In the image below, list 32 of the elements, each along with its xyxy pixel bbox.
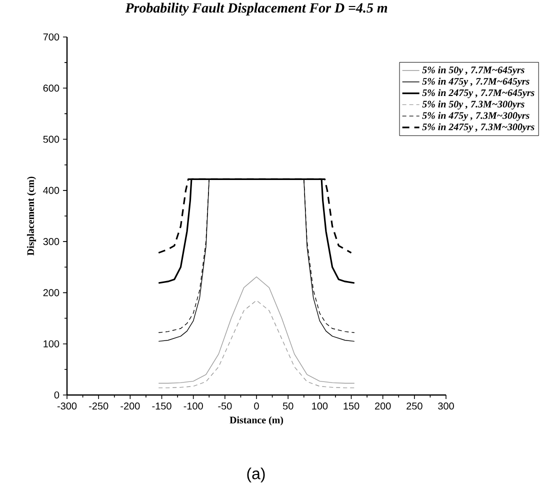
y-tick-label: 400 xyxy=(43,186,60,194)
legend-label: 5% in 475y , 7.3M~300yrs xyxy=(422,112,530,121)
x-tick-label: -300 xyxy=(57,402,77,410)
y-tick-label: 100 xyxy=(44,340,60,348)
legend-label: 5% in 50y , 7.7M~645yrs xyxy=(422,66,524,76)
y-tick-label: 0 xyxy=(54,391,60,399)
legend-label: 5% in 475y , 7.7M~645yrs xyxy=(422,78,530,87)
x-tick-label: -100 xyxy=(184,402,203,410)
y-tick-label: 200 xyxy=(43,289,60,296)
x-tick-label: 150 xyxy=(344,402,360,410)
x-axis-title: Distance (m) xyxy=(230,416,284,426)
x-tick-label: 0 xyxy=(254,402,259,410)
legend-label: 5% in 2475y , 7.7M~645yrs xyxy=(422,89,534,98)
y-tick-label: 600 xyxy=(43,84,60,92)
x-tick-label: 50 xyxy=(282,402,294,410)
y-axis-title: Displacement (cm) xyxy=(26,176,36,256)
x-tick-label: 200 xyxy=(375,402,391,410)
x-tick-label: -150 xyxy=(152,402,172,410)
x-tick-label: -250 xyxy=(89,402,108,410)
x-tick-label: 300 xyxy=(438,402,454,410)
y-tick-label: 300 xyxy=(43,238,60,246)
y-tick-label: 700 xyxy=(43,33,60,41)
line-series xyxy=(158,276,355,384)
x-tick-label: -50 xyxy=(218,402,232,410)
text: (a) xyxy=(247,468,265,482)
x-tick-label: 250 xyxy=(406,402,422,410)
chart-title: Probability Fault Displacement For D =4.5 m xyxy=(125,2,388,16)
y-tick-label: 500 xyxy=(43,136,60,143)
x-tick-label: 100 xyxy=(312,402,328,410)
x-tick-label: -200 xyxy=(120,402,140,410)
legend-label: 5% in 50y , 7.3M~300yrs xyxy=(422,100,524,110)
legend-label: 5% in 2475y , 7.3M~300yrs xyxy=(422,123,534,132)
